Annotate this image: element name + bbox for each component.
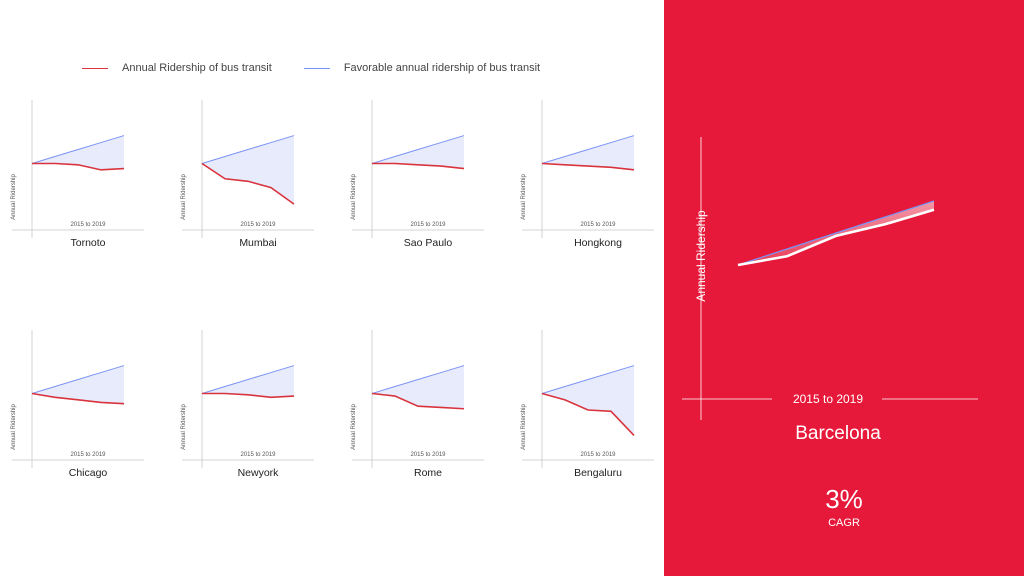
chart-barcelona: Annual Ridership 2015 to 2019 Barcelona [682, 137, 978, 444]
chart-chicago: Annual Ridership 2015 to 2019 Chicago [11, 330, 144, 479]
gap-area [542, 366, 634, 436]
x-axis-label: 2015 to 2019 [793, 392, 863, 406]
chart-title-tornoto: Tornoto [70, 237, 105, 249]
cagr-label: CAGR [664, 517, 1024, 529]
y-axis-label: Annual Ridership [521, 403, 527, 449]
gap-area [372, 366, 464, 409]
chart-rome: Annual Ridership 2015 to 2019 Rome [351, 330, 484, 479]
y-axis-label: Annual Ridership [351, 403, 357, 449]
gap-area [202, 366, 294, 398]
y-axis-label: Annual Ridership [351, 173, 357, 219]
gap-area [32, 366, 124, 404]
chart-hongkong: Annual Ridership 2015 to 2019 Hongkong [521, 100, 654, 249]
chart-sao-paulo: Annual Ridership 2015 to 2019 Sao Paulo [351, 100, 484, 249]
series-line-favorable [738, 201, 934, 265]
x-axis-label: 2015 to 2019 [70, 222, 106, 228]
x-axis-label: 2015 to 2019 [580, 222, 616, 228]
chart-title-mumbai: Mumbai [239, 237, 276, 249]
x-axis-label: 2015 to 2019 [70, 452, 106, 458]
x-axis-label: 2015 to 2019 [240, 222, 276, 228]
x-axis-label: 2015 to 2019 [410, 222, 446, 228]
chart-title-newyork: Newyork [238, 467, 280, 479]
cagr-value: 3% [664, 484, 1024, 515]
y-axis-label: Annual Ridership [181, 173, 187, 219]
x-axis-label: 2015 to 2019 [580, 452, 616, 458]
chart-title-barcelona: Barcelona [795, 423, 881, 444]
y-axis-label: Annual Ridership [181, 403, 187, 449]
chart-bengaluru: Annual Ridership 2015 to 2019 Bengaluru [521, 330, 654, 479]
chart-title-chicago: Chicago [69, 467, 108, 479]
chart-newyork: Annual Ridership 2015 to 2019 Newyork [181, 330, 314, 479]
chart-title-bengaluru: Bengaluru [574, 467, 622, 479]
y-axis-label: Annual Ridership [521, 173, 527, 219]
y-axis-label: Annual Ridership [11, 403, 17, 449]
chart-tornoto: Annual Ridership 2015 to 2019 Tornoto [11, 100, 144, 249]
x-axis-label: 2015 to 2019 [410, 452, 446, 458]
chart-title-hongkong: Hongkong [574, 237, 622, 249]
chart-title-sao-paulo: Sao Paulo [404, 237, 453, 249]
chart-title-rome: Rome [414, 467, 442, 479]
y-axis-label: Annual Ridership [694, 210, 708, 302]
chart-mumbai: Annual Ridership 2015 to 2019 Mumbai [181, 100, 314, 249]
x-axis-label: 2015 to 2019 [240, 452, 276, 458]
y-axis-label: Annual Ridership [11, 173, 17, 219]
